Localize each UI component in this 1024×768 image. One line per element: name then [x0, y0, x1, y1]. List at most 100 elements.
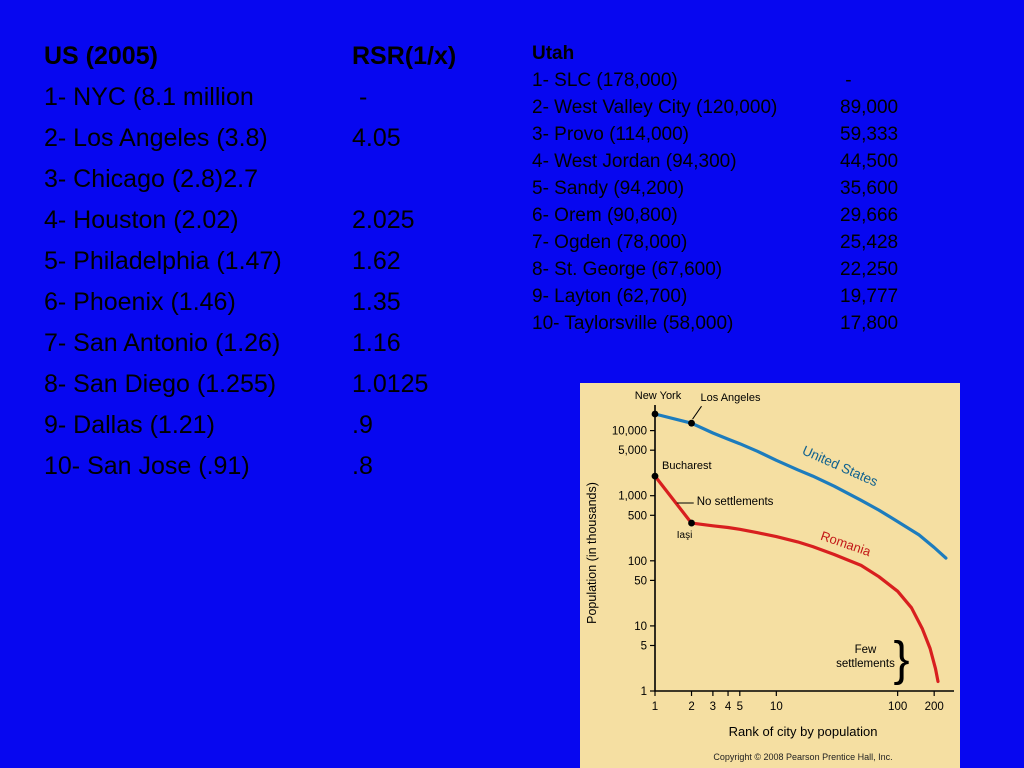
us-city-name: 3- Chicago (2.8)2.7 [44, 165, 259, 193]
los-angeles-point [688, 419, 695, 427]
few-settlements-label-2: settlements [836, 658, 895, 670]
utah-city-value: 89,000 [840, 96, 899, 118]
us-city-row: 8- San Diego (1.255) 1.0125 [44, 364, 456, 405]
utah-city-name: 6- Orem (90,800) [532, 204, 678, 226]
us-city-list: US (2005) RSR(1/x) 1- NYC (8.1 million -… [44, 36, 456, 487]
us-city-rsr: 1.16 [352, 329, 401, 357]
us-city-name: 9- Dallas (1.21) [44, 411, 215, 439]
los-angeles-label: Los Angeles [701, 392, 761, 404]
utah-city-row: 6- Orem (90,800) 29,666 [532, 202, 898, 229]
x-tick-label: 2 [688, 701, 694, 713]
utah-city-value: 59,333 [840, 123, 899, 145]
utah-city-name: 3- Provo (114,000) [532, 123, 690, 145]
us-city-rsr: .8 [352, 452, 373, 480]
y-tick-label: 500 [628, 510, 647, 522]
bucharest-label: Bucharest [662, 460, 712, 472]
us-city-row: 4- Houston (2.02) 2.025 [44, 200, 456, 241]
us-city-rsr: 2.025 [352, 206, 415, 234]
utah-city-value: 29,666 [840, 204, 899, 226]
bucharest-point [651, 472, 659, 480]
romania-line [653, 474, 940, 684]
utah-city-value: 19,777 [840, 285, 899, 307]
utah-city-row: 7- Ogden (78,000) 25,428 [532, 229, 898, 256]
utah-city-name: 1- SLC (178,000) [532, 69, 678, 91]
x-tick-label: 3 [710, 701, 716, 713]
new-york-label: New York [635, 390, 682, 402]
copyright-text: Copyright © 2008 Pearson Prentice Hall, … [713, 752, 892, 762]
few-settlements-label-1: Few [855, 644, 877, 656]
us-city-name: 7- San Antonio (1.26) [44, 329, 281, 357]
utah-city-value: 22,250 [840, 258, 899, 280]
y-tick-label: 50 [634, 575, 647, 587]
x-tick-label: 200 [925, 701, 944, 713]
y-tick-label: 100 [628, 556, 647, 568]
utah-city-value: 25,428 [840, 231, 899, 253]
utah-city-name: 7- Ogden (78,000) [532, 231, 688, 253]
utah-city-name: 5- Sandy (94,200) [532, 177, 685, 199]
rank-size-chart: 10,000 5,000 1,000 500 100 50 10 5 1 1 2 3 4 5 10 100 20… [580, 383, 960, 768]
us-city-row: 9- Dallas (1.21) .9 [44, 405, 456, 446]
x-tick-label: 10 [770, 701, 783, 713]
us-city-row: 3- Chicago (2.8)2.7 [44, 159, 456, 200]
iasi-point [688, 519, 695, 527]
utah-list-header-row: Utah [532, 40, 898, 67]
us-city-row: 7- San Antonio (1.26) 1.16 [44, 323, 456, 364]
y-tick-label: 5,000 [618, 445, 647, 457]
y-tick-label: 1,000 [618, 491, 647, 503]
united-states-label: United States [800, 443, 880, 490]
us-city-name: 1- NYC (8.1 million [44, 83, 254, 111]
utah-city-name: 8- St. George (67,600) [532, 258, 723, 280]
utah-city-value: 35,600 [840, 177, 899, 199]
x-tick-label: 1 [652, 701, 658, 713]
y-tick-label: 5 [641, 640, 647, 652]
us-city-name: 6- Phoenix (1.46) [44, 288, 236, 316]
us-city-name: 5- Philadelphia (1.47) [44, 247, 282, 275]
us-city-row: 10- San Jose (.91) .8 [44, 446, 456, 487]
utah-city-name: 4- West Jordan (94,300) [532, 150, 737, 172]
us-city-rsr: .9 [352, 411, 373, 439]
us-city-row: 2- Los Angeles (3.8) 4.05 [44, 118, 456, 159]
utah-city-name: 9- Layton (62,700) [532, 285, 688, 307]
utah-city-row: 2- West Valley City (120,000) 89,000 [532, 94, 898, 121]
us-city-rsr: 1.0125 [352, 370, 429, 398]
us-city-name: 4- Houston (2.02) [44, 206, 239, 234]
x-tick-label: 5 [737, 701, 743, 713]
us-city-rsr: - [352, 83, 368, 111]
x-axis-title: Rank of city by population [729, 724, 878, 739]
y-tick-label: 1 [641, 686, 647, 698]
utah-city-row: 4- West Jordan (94,300) 44,500 [532, 148, 898, 175]
us-city-row: 1- NYC (8.1 million - [44, 77, 456, 118]
us-list-value-header: RSR(1/x) [352, 42, 457, 70]
us-city-rsr: 4.05 [352, 124, 401, 152]
y-tick-label: 10 [634, 621, 647, 633]
y-axis-title: Population (in thousands) [585, 482, 599, 624]
x-tick-label: 4 [725, 701, 732, 713]
x-tick-label: 100 [888, 701, 907, 713]
y-axis-ticks: 10,000 5,000 1,000 500 100 50 10 5 1 [612, 426, 655, 698]
utah-city-list: Utah 1- SLC (178,000) - 2- West Valley C… [532, 40, 898, 337]
romania-label: Romania [819, 528, 874, 559]
los-angeles-label-leader [692, 405, 702, 420]
utah-city-value: - [840, 69, 852, 91]
utah-city-value: 17,800 [840, 312, 899, 334]
few-settlements-brace: } [893, 633, 909, 686]
us-city-row: 5- Philadelphia (1.47) 1.62 [44, 241, 456, 282]
utah-city-row: 10- Taylorsville (58,000) 17,800 [532, 310, 898, 337]
united-states-line [653, 412, 948, 560]
y-tick-label: 10,000 [612, 426, 647, 438]
us-city-rsr: 1.62 [352, 247, 401, 275]
no-settlements-label: No settlements [697, 496, 774, 508]
x-axis-ticks: 1 2 3 4 5 10 100 200 [652, 691, 944, 713]
iasi-label: Iaşi [677, 530, 693, 541]
us-city-name: 10- San Jose (.91) [44, 452, 250, 480]
utah-city-row: 8- St. George (67,600) 22,250 [532, 256, 898, 283]
utah-city-row: 3- Provo (114,000) 59,333 [532, 121, 898, 148]
us-city-rsr: 1.35 [352, 288, 401, 316]
us-city-row: 6- Phoenix (1.46) 1.35 [44, 282, 456, 323]
us-list-header-row: US (2005) RSR(1/x) [44, 36, 456, 77]
utah-city-value: 44,500 [840, 150, 899, 172]
utah-city-row: 5- Sandy (94,200) 35,600 [532, 175, 898, 202]
us-list-title: US (2005) [44, 42, 158, 70]
